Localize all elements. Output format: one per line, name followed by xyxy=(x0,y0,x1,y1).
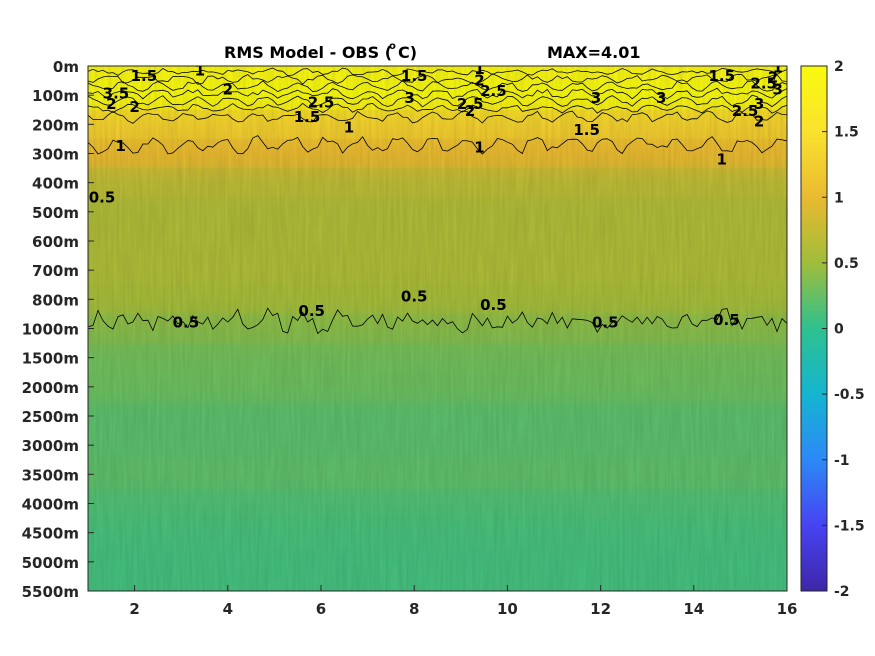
x-tick-label: 10 xyxy=(497,600,518,618)
contour-label: 1.5 xyxy=(401,67,428,85)
contour-label: 1.5 xyxy=(294,108,321,126)
contour-label: 1 xyxy=(195,61,205,79)
contour-label: 2 xyxy=(768,69,778,87)
y-tick-label: 5500m xyxy=(22,583,79,601)
contour-line xyxy=(88,80,787,93)
contour-label: 2.5 xyxy=(750,75,777,93)
contour-label: 3 xyxy=(404,89,414,107)
contour-label: 3.5 xyxy=(103,85,130,103)
contour-label: 2 xyxy=(474,72,484,90)
contour-line xyxy=(88,307,787,335)
contour-label: 2 xyxy=(106,95,116,113)
title-max: MAX=4.01 xyxy=(547,43,641,62)
y-tick-label: 600m xyxy=(32,233,79,251)
contour-label: 0.5 xyxy=(401,287,428,305)
contour-label: 1 xyxy=(474,139,484,157)
contour-label: 0.5 xyxy=(173,314,200,332)
plot-area: 11.523.52 21.5 122.52.5 3 2.521.513 31.51111.… xyxy=(88,58,787,591)
contour-label: 1.5 xyxy=(708,67,735,85)
colorbar-tick-label: 2 xyxy=(834,59,844,75)
contour-line xyxy=(88,87,787,100)
contour-label: 1 xyxy=(344,118,354,136)
contour-label: 0.5 xyxy=(89,188,116,206)
contour-label: 2.5 xyxy=(480,82,507,100)
y-tick-label: 300m xyxy=(32,146,79,164)
y-axis: 0m 100m 200m 300m 400m 500m 600m 700m 800m 1000m 1… xyxy=(22,58,94,601)
contour-label: 2.5 xyxy=(457,95,484,113)
contour-label: 1 xyxy=(772,58,782,76)
colorbar-tick-label: -0.5 xyxy=(834,387,865,403)
x-axis: 2 4 6 8 10 12 14 16 xyxy=(129,585,797,618)
colorbar-tick-label: 1.5 xyxy=(834,125,859,141)
y-tick-label: 800m xyxy=(32,291,79,309)
contour-label: 2 xyxy=(754,112,764,130)
colorbar-tick-label: 1 xyxy=(834,190,844,206)
contour-label: 2 xyxy=(129,98,139,116)
texture-overlay xyxy=(88,66,787,591)
y-tick-label: 0m xyxy=(53,58,79,76)
y-tick-label: 700m xyxy=(32,262,79,280)
contour-label: 0.5 xyxy=(480,296,507,314)
y-tick-label: 500m xyxy=(32,204,79,222)
y-tick-label: 400m xyxy=(32,175,79,193)
y-tick-label: 1000m xyxy=(22,321,79,339)
contour-label: 3 xyxy=(754,95,764,113)
contour-label: 3 xyxy=(591,89,601,107)
contour-label: 0.5 xyxy=(713,311,740,329)
contour-line xyxy=(88,67,787,76)
colorbar-tick-label: -2 xyxy=(834,584,850,600)
y-tick-label: 3000m xyxy=(22,437,79,455)
contour-labels: 11.523.52 21.5 122.52.5 3 2.521.513 31.51111.… xyxy=(89,58,783,332)
y-tick-label: 2500m xyxy=(22,408,79,426)
contour-label: 0.5 xyxy=(592,314,619,332)
colorbar-tick-label: -1 xyxy=(834,453,850,469)
contour-label: 2 xyxy=(223,80,233,98)
contour-label: 1 xyxy=(115,137,125,155)
contour-line xyxy=(88,102,787,114)
contour-label: 1 xyxy=(474,60,484,78)
y-tick-label: 4500m xyxy=(22,525,79,543)
y-tick-label: 3500m xyxy=(22,466,79,484)
contour-label: 3 xyxy=(772,80,782,98)
colorbar-tick-label: 0 xyxy=(834,322,844,338)
x-tick-label: 4 xyxy=(223,600,233,618)
contour-label: 0.5 xyxy=(298,302,325,320)
contour-label: 2.5 xyxy=(308,93,335,111)
contour-label: 1 xyxy=(717,150,727,168)
x-tick-label: 2 xyxy=(129,600,139,618)
y-tick-label: 2000m xyxy=(22,379,79,397)
contour-label: 3 xyxy=(656,89,666,107)
contour-label: 1.5 xyxy=(131,67,158,85)
colorbar-tick-label: -1.5 xyxy=(834,518,865,534)
colorbar-tick-label: 0.5 xyxy=(834,256,859,272)
y-tick-label: 4000m xyxy=(22,496,79,514)
colorbar: 2 1.5 1 0.5 0 -0.5 -1 -1.5 -2 xyxy=(800,59,865,600)
contour-line xyxy=(88,135,787,155)
x-tick-label: 16 xyxy=(777,600,798,618)
y-tick-label: 5000m xyxy=(22,554,79,572)
y-tick-label: 1500m xyxy=(22,350,79,368)
contour-line xyxy=(88,94,787,108)
x-tick-label: 14 xyxy=(683,600,704,618)
contour-label: 1.5 xyxy=(573,121,600,139)
title-main: RMS Model - OBS ( xyxy=(224,43,392,62)
contour-lines xyxy=(88,67,787,335)
title-end: C) xyxy=(398,43,417,62)
x-tick-label: 12 xyxy=(590,600,611,618)
colorbar-ticks: 2 1.5 1 0.5 0 -0.5 -1 -1.5 -2 xyxy=(822,59,865,600)
y-tick-label: 100m xyxy=(32,87,79,105)
contour-line xyxy=(88,110,787,124)
contour-label: 2 xyxy=(465,102,475,120)
chart-title: RMS Model - OBS ( o C) MAX=4.01 xyxy=(224,41,641,62)
x-tick-label: 8 xyxy=(409,600,419,618)
y-tick-label: 200m xyxy=(32,116,79,134)
x-tick-label: 6 xyxy=(316,600,326,618)
title-superscript: o xyxy=(389,41,396,52)
contour-label: 2.5 xyxy=(732,102,759,120)
